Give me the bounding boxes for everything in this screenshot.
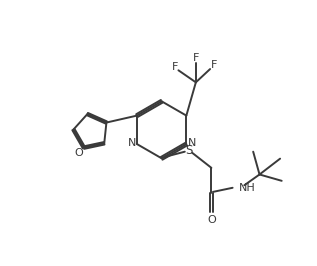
Text: F: F bbox=[193, 53, 199, 63]
Text: F: F bbox=[211, 60, 217, 70]
Text: N: N bbox=[188, 138, 196, 148]
Text: O: O bbox=[75, 148, 83, 158]
Text: NH: NH bbox=[239, 183, 256, 193]
Text: S: S bbox=[185, 144, 192, 157]
Text: O: O bbox=[207, 215, 216, 225]
Text: F: F bbox=[171, 61, 178, 72]
Text: N: N bbox=[127, 138, 136, 148]
